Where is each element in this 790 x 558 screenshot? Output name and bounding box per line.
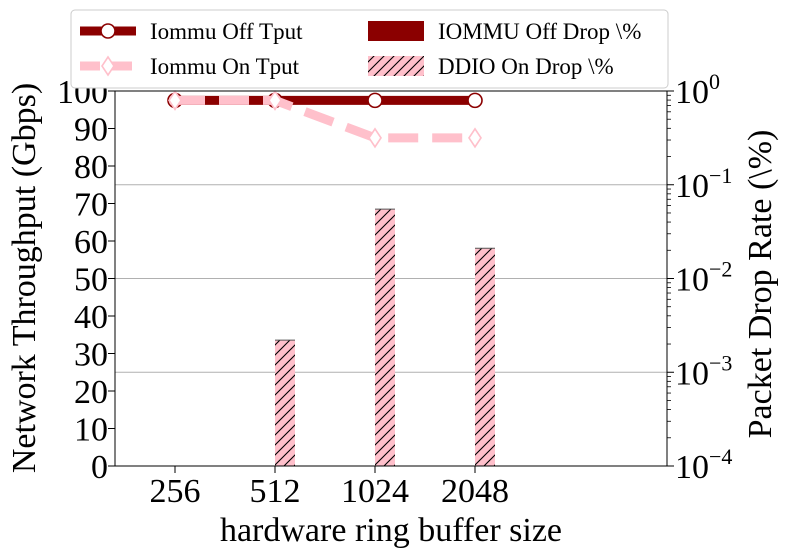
point-marker [367,92,383,109]
legend-marker [100,23,116,39]
x-axis-label: hardware ring buffer size [220,512,562,549]
point-marker [168,89,182,111]
point-marker [468,127,482,149]
legend-frame [70,9,669,89]
y2-axis-label: Packet Drop Rate (\%) [742,130,779,439]
y-tick-label: 20 [74,374,108,411]
x-tick-label: 1024 [341,473,409,510]
legend-label: Iommu On Tput [150,54,300,79]
legend-label: DDIO On Drop \% [438,54,614,79]
bar-2048 [475,248,495,466]
legend-marker [101,55,115,77]
y-tick-label: 80 [74,149,108,186]
y-tick-label: 10 [74,412,108,449]
y-tick-label: 40 [74,299,108,336]
y-tick-label: 30 [74,337,108,374]
x-tick-label: 256 [150,473,201,510]
y2-tick-label: 10−4 [675,444,732,486]
y-tick-label: 0 [91,449,108,486]
y-tick-label: 60 [74,224,108,261]
y-tick-label: 70 [74,187,108,224]
legend-swatch [368,56,424,76]
legend-swatch [368,21,424,41]
x-tick-label: 2048 [441,473,509,510]
y-tick-label: 90 [74,112,108,149]
y2-tick-label: 10−1 [675,163,732,205]
series-line [175,95,475,143]
legend-label: Iommu Off Tput [150,19,303,44]
y-axis-label: Network Throughput (Gbps) [6,83,43,473]
bars [275,208,495,466]
x-tick-label: 512 [250,473,301,510]
series-lines [167,89,483,149]
legend: Iommu Off Tput IOMMU Off Drop \% Iommu On … [70,9,669,89]
bar-512 [275,340,295,466]
y2-tick-label: 10−3 [675,350,732,392]
legend-label: IOMMU Off Drop \% [438,19,641,44]
bar-1024 [375,209,395,466]
point-marker [467,92,483,109]
point-marker [268,89,282,111]
y2-tick-label: 100 [675,69,720,111]
point-marker [368,127,382,149]
y2-tick-label: 10−2 [675,257,732,299]
y-tick-label: 50 [74,262,108,299]
